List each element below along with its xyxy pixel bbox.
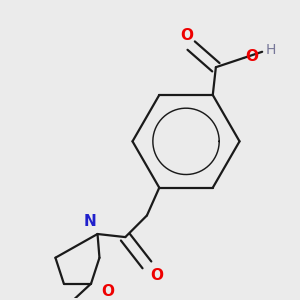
Text: O: O xyxy=(180,28,193,43)
Text: O: O xyxy=(245,49,258,64)
Text: H: H xyxy=(265,43,276,57)
Text: O: O xyxy=(102,284,115,299)
Text: N: N xyxy=(83,214,96,230)
Text: O: O xyxy=(150,268,163,283)
